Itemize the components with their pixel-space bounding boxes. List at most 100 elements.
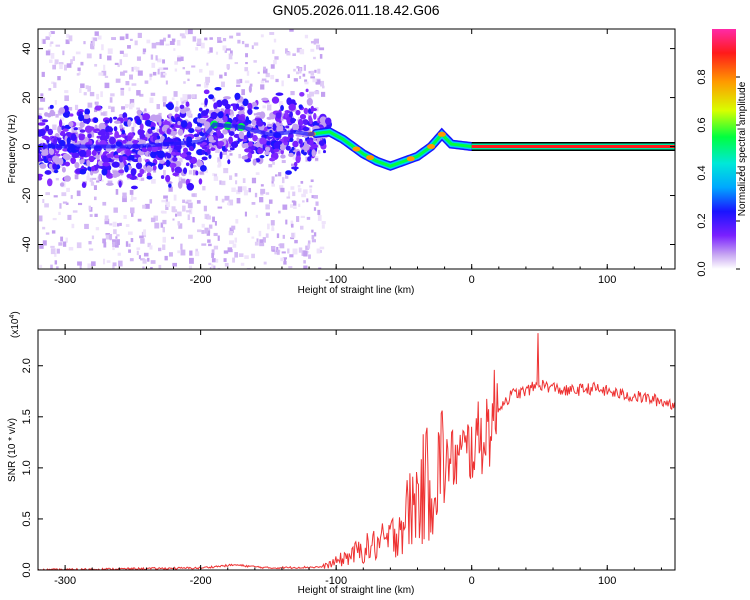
spectrogram-noise-cell [170,153,176,160]
spectrogram-noise-cell [58,62,64,65]
spectrogram-energy-cell [174,106,179,113]
spectrogram-noise-cell [57,76,61,81]
spectrogram-noise-cell [281,160,286,164]
spectrogram-energy-cell [291,166,299,170]
spectrogram-noise-cell [245,61,248,65]
spectrogram-noise-cell [162,244,166,251]
spectrogram-energy-cell [94,128,100,132]
x-tick-label: -300 [54,274,76,286]
x-tick-label: -100 [325,575,347,587]
spectrogram-energy-cell [299,138,303,146]
spectrogram-energy-cell [63,175,71,182]
spectrogram-noise-cell [128,87,131,92]
spectrogram-energy-cell [213,108,221,114]
spectrogram-noise-cell [140,238,145,244]
spectrogram-energy-cell [150,145,159,153]
spectrogram-noise-cell [51,81,55,84]
spectrogram-energy-cell [322,149,327,154]
spectrogram-noise-cell [159,39,164,46]
spectrogram-noise-cell [257,71,260,74]
spectrogram-noise-cell [183,81,186,84]
spectrogram-noise-cell [129,98,135,105]
spectrogram-noise-cell [207,51,211,54]
spectrogram-noise-cell [114,62,119,65]
spectrogram-noise-cell [79,265,82,269]
spectrogram-energy-cell [53,138,58,146]
spectrogram-noise-cell [276,249,280,255]
spectrogram-noise-cell [136,107,141,110]
spectrogram-noise-cell [62,50,65,56]
spectrogram-noise-cell [146,39,151,44]
spectrogram-energy-cell [69,113,74,117]
spectrogram-energy-cell [213,102,218,110]
spectrogram-energy-cell [139,123,144,131]
spectrogram-energy-cell [264,146,271,152]
spectrogram-energy-cell [247,152,253,160]
spectrogram-noise-cell [117,64,120,68]
spectrogram-noise-cell [191,193,196,197]
spectrogram-noise-cell [241,89,245,96]
spectrogram-energy-cell [247,141,254,147]
spectrogram-noise-cell [121,106,126,110]
spectrogram-noise-cell [143,158,147,161]
spectrogram-energy-cell [242,117,246,122]
spectrogram-noise-cell [130,102,135,108]
spectrogram-noise-cell [165,43,170,46]
spectrogram-noise-cell [115,244,119,248]
spectrogram-noise-cell [247,227,250,233]
ridge-hotspot [427,144,436,150]
spectrogram-noise-cell [280,257,284,262]
spectrogram-energy-cell [104,119,110,124]
spectrogram-energy-cell [177,120,181,126]
spectrogram-energy-cell [273,148,280,153]
spectrogram-noise-cell [204,227,209,234]
spectrogram-energy-cell [168,183,172,188]
spectrogram-energy-cell [245,116,250,124]
spectrogram-noise-cell [45,36,50,40]
spectrogram-noise-cell [291,223,294,228]
spectrogram-noise-cell [192,36,197,42]
spectrogram-noise-cell [154,222,160,229]
spectrogram-noise-cell [75,51,81,55]
spectrogram-energy-cell [179,153,188,158]
spectrogram-noise-cell [100,112,106,116]
spectrogram-noise-cell [128,103,133,110]
spectrogram-energy-cell [224,103,231,110]
spectrogram-energy-cell [128,154,135,161]
spectrogram-energy-cell [229,147,235,151]
spectrogram-noise-cell [236,197,241,204]
spectrogram-energy-cell [280,149,284,155]
spectrogram-energy-cell [78,134,85,141]
spectrogram-noise-cell [311,239,316,243]
y-tick-label: 0.5 [21,511,33,526]
spectrogram-noise-cell [137,32,142,38]
spectrogram-noise-cell [172,262,177,267]
spectrogram-noise-cell [95,102,99,108]
spectrogram-noise-cell [101,44,104,51]
spectrogram-noise-cell [128,104,131,107]
spectrogram-noise-cell [180,243,183,250]
spectrogram-noise-cell [320,80,325,87]
spectrogram-energy-cell [223,96,231,100]
spectrogram-energy-cell [237,106,244,111]
spectrogram-energy-cell [219,135,224,139]
spectrogram-panel: -300 -200 -100 0 100 40 20 0 -20 -40 Height of s… [7,28,676,296]
snr-panel: -300 -200 -100 0 100 0.0 0.5 1.0 1.5 2.0 Height … [7,311,676,596]
spectrogram-noise-cell [150,54,154,60]
spectrogram-noise-cell [309,185,313,188]
spectrogram-energy-cell [242,138,248,143]
spectrogram-noise-cell [70,195,73,199]
spectrogram-noise-cell [260,84,265,90]
spectrogram-noise-cell [319,54,323,59]
spectrogram-noise-cell [54,100,57,105]
spectrogram-noise-cell [289,29,294,32]
spectrogram-noise-cell [80,61,84,66]
spectrogram-energy-cell [119,124,123,129]
spectrogram-noise-cell [177,211,182,217]
spectrogram-noise-cell [176,39,181,46]
spectrogram-noise-cell [104,82,110,89]
spectrogram-energy-cell [113,116,118,120]
spectrogram-noise-cell [127,45,131,49]
spectrogram-noise-cell [101,70,107,76]
spectrogram-energy-cell [290,117,296,124]
